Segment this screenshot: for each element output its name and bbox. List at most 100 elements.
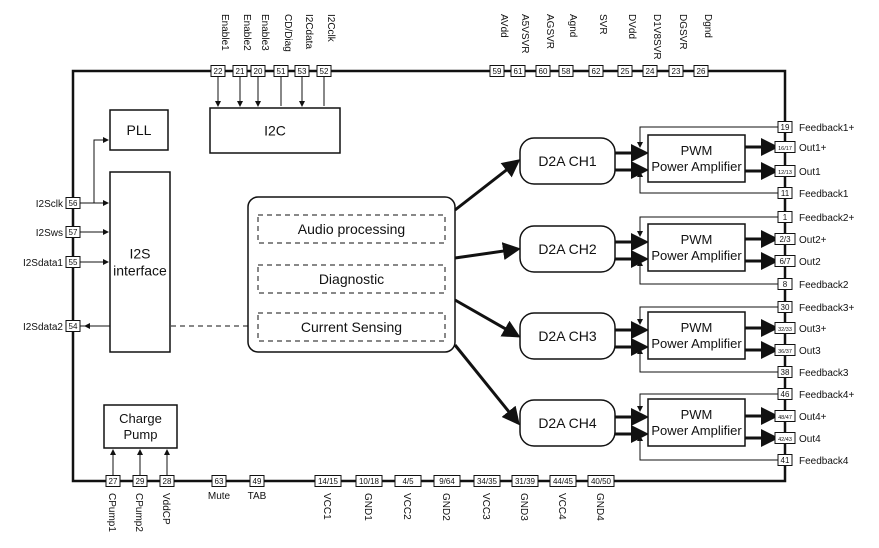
pin-number: 46 xyxy=(781,390,790,399)
pin-number: 58 xyxy=(562,67,571,76)
pin-vcc1: 14/15 VCC1 xyxy=(314,475,342,520)
wire-dsp-d2a xyxy=(454,159,521,212)
pin-label: GND2 xyxy=(440,493,451,521)
pin-label: AVdd xyxy=(498,14,509,38)
pll-block: PLL xyxy=(109,109,169,151)
i2c-block: I2C xyxy=(209,107,341,154)
wire-feedback-plus xyxy=(637,216,778,237)
pin-number: 29 xyxy=(136,477,145,486)
d2a-ch1-block-label: D2A CH1 xyxy=(538,153,597,169)
current-sensing-block-label: Current Sensing xyxy=(301,319,402,335)
pin-number: 31/39 xyxy=(515,477,536,486)
wire-feedback-minus xyxy=(637,260,778,285)
pin-vcc2: 4/5 VCC2 xyxy=(394,475,422,520)
pin-label: Feedback2+ xyxy=(799,213,854,224)
pin-agsvr: 60 AGSVR xyxy=(535,14,555,77)
pin-enable2: 21 Enable2 xyxy=(232,14,252,77)
pin-label: I2Sdata1 xyxy=(23,258,63,269)
pin-number: 11 xyxy=(781,189,790,198)
pin-feedback2: 8 Feedback2 xyxy=(777,278,849,291)
pll-block-label: PLL xyxy=(127,122,152,138)
pin-d1v8svr: 24 D1V8SVR xyxy=(642,14,662,77)
pin-label: CD/Diag xyxy=(282,14,293,52)
i2c-block-label: I2C xyxy=(264,122,286,138)
pin-label: Feedback3 xyxy=(799,368,849,379)
pin-number: 34/35 xyxy=(477,477,498,486)
pin-avdd: 59 AVdd xyxy=(489,14,509,77)
pin-cpump2: 29 CPump2 xyxy=(132,475,148,532)
wire-i2sclk-pll xyxy=(93,137,109,203)
pin-tab: 49 TAB xyxy=(248,475,267,502)
wire-feedback-plus xyxy=(637,306,778,325)
pin-dgsvr: 23 DGSVR xyxy=(668,14,688,77)
d2a-ch2-block: D2A CH2 xyxy=(519,225,616,273)
pin-label: Enable3 xyxy=(259,14,270,51)
pin-i2sdata2: 54 I2Sdata2 xyxy=(23,320,81,333)
charge-pump-block-label: Pump xyxy=(124,427,158,442)
pin-number: 30 xyxy=(781,303,790,312)
pwm-amplifier-1-block-label: Power Amplifier xyxy=(651,159,742,174)
pin-i2sdata1: 55 I2Sdata1 xyxy=(23,256,81,269)
pin-label: GND3 xyxy=(518,493,529,521)
pwm-amplifier-1-block-label: PWM xyxy=(681,143,713,158)
pin-number: 52 xyxy=(320,67,329,76)
pin-label: I2Cclk xyxy=(325,14,336,43)
pin-label: VCC1 xyxy=(321,493,332,520)
pin-mute: 63 Mute xyxy=(208,475,231,502)
pin-label: Enable1 xyxy=(219,14,230,51)
pin-vcc4: 44/45 VCC4 xyxy=(549,475,577,520)
pin-number: 36/37 xyxy=(778,349,792,355)
pin-number: 9/64 xyxy=(439,477,455,486)
pin-label: Out4+ xyxy=(799,412,827,423)
pin-label: Feedback1+ xyxy=(799,123,854,134)
pin-number: 49 xyxy=(253,477,262,486)
pin-label: Out2+ xyxy=(799,235,827,246)
pin-i2sclk: 56 I2Sclk xyxy=(36,197,81,210)
pin-dgnd: 26 Dgnd xyxy=(693,14,713,77)
pin-label: Dgnd xyxy=(702,14,713,38)
wire-dsp-d2a xyxy=(454,242,521,261)
diagnostic-block-label: Diagnostic xyxy=(319,271,384,287)
pin-number: 41 xyxy=(781,456,790,465)
i2s-interface-block-label: interface xyxy=(113,262,167,278)
pin-label: I2Cdata xyxy=(303,14,314,49)
pin-label: Out1+ xyxy=(799,143,827,154)
pin-out3: 36/37 Out3 xyxy=(774,344,821,357)
pin-number: 4/5 xyxy=(402,477,414,486)
pin-label: Out3+ xyxy=(799,324,827,335)
pin-label: Feedback2 xyxy=(799,280,849,291)
diagnostic-block: Diagnostic xyxy=(257,264,446,294)
pin-label: Agnd xyxy=(567,14,578,37)
pin-feedback3: 38 Feedback3 xyxy=(777,366,849,379)
pin-gnd2: 9/64 GND2 xyxy=(433,475,461,521)
pin-out4: 42/43 Out4 xyxy=(774,432,821,445)
pin-number: 60 xyxy=(539,67,548,76)
pin-agnd: 58 Agnd xyxy=(558,14,578,77)
pin-number: 63 xyxy=(215,477,224,486)
pin-label: I2Sws xyxy=(36,228,63,239)
wire-feedback-minus xyxy=(637,348,778,373)
pin-label: Out3 xyxy=(799,346,821,357)
pin-gnd3: 31/39 GND3 xyxy=(511,475,539,521)
pin-vcc3: 34/35 VCC3 xyxy=(473,475,501,520)
pin-out1: 12/13 Out1 xyxy=(774,165,821,178)
pin-number: 42/43 xyxy=(778,437,792,443)
pin-label: DGSVR xyxy=(677,14,688,50)
pin-label: Out1 xyxy=(799,167,821,178)
pin-number: 12/13 xyxy=(778,170,792,176)
pin-number: 14/15 xyxy=(318,477,339,486)
d2a-ch2-block-label: D2A CH2 xyxy=(538,241,597,257)
pin-feedback2-plus: 1 Feedback2+ xyxy=(777,211,854,224)
pin-label: Mute xyxy=(208,491,231,502)
pin-number: 57 xyxy=(69,228,78,237)
d2a-ch4-block-label: D2A CH4 xyxy=(538,415,597,431)
pwm-amplifier-4-block-label: PWM xyxy=(681,407,713,422)
pin-number: 26 xyxy=(697,67,706,76)
pin-number: 19 xyxy=(781,123,790,132)
pin-number: 22 xyxy=(214,67,223,76)
pin-dvdd: 25 DVdd xyxy=(617,14,637,77)
chip-outline xyxy=(71,69,787,483)
pin-label: Feedback4+ xyxy=(799,390,854,401)
